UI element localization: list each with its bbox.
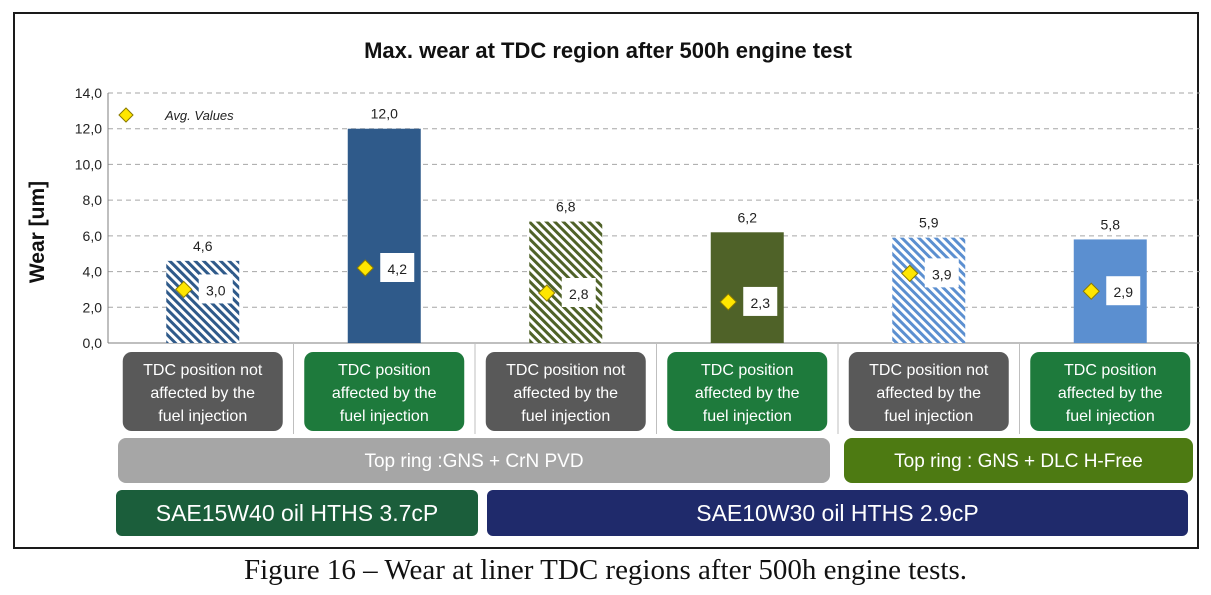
- avg-marker: [175, 280, 193, 299]
- avg-label-box: [561, 278, 596, 307]
- bar-value-label: 5,9: [919, 215, 939, 231]
- category-label-line: affected by the: [332, 385, 437, 402]
- avg-value-label: 2,8: [569, 286, 589, 302]
- y-tick-label: 0,0: [83, 335, 103, 351]
- ring-group-label: Top ring :GNS + CrN PVD: [364, 451, 583, 472]
- bar-value-label: 5,8: [1101, 216, 1121, 232]
- bar: [892, 237, 966, 343]
- category-label-line: fuel injection: [1066, 408, 1155, 425]
- avg-label-box: [924, 258, 959, 288]
- y-axis-label: Wear [um]: [26, 181, 49, 283]
- avg-value-label: 3,0: [206, 282, 226, 298]
- bar-value-label: 12,0: [371, 106, 398, 122]
- category-box: [1030, 352, 1191, 431]
- category-box: [667, 352, 828, 431]
- bar-value-label: 6,8: [556, 199, 576, 215]
- ring-group-box: [844, 438, 1193, 483]
- avg-label-box: [743, 286, 778, 316]
- chart-title: Max. wear at TDC region after 500h engin…: [364, 38, 852, 63]
- avg-marker: [1082, 282, 1100, 300]
- category-box: [122, 352, 283, 431]
- category-label-line: fuel injection: [703, 408, 792, 425]
- avg-value-label: 4,2: [388, 261, 408, 277]
- y-tick-label: 4,0: [83, 264, 103, 280]
- y-tick-label: 14,0: [75, 85, 102, 101]
- category-label-line: affected by the: [695, 385, 800, 402]
- bar: [347, 128, 421, 343]
- y-tick-label: 6,0: [83, 228, 103, 244]
- bar-value-label: 4,6: [193, 238, 213, 254]
- oil-group-label: SAE15W40 oil HTHS 3.7cP: [156, 500, 439, 526]
- category-label-line: fuel injection: [158, 408, 247, 425]
- legend-label: Avg. Values: [164, 108, 234, 123]
- ring-group-box: [118, 438, 830, 483]
- category-label-line: TDC position not: [143, 362, 263, 379]
- legend-marker: [118, 107, 134, 123]
- y-tick-label: 12,0: [75, 121, 102, 137]
- avg-marker: [356, 259, 374, 277]
- oil-group-label: SAE10W30 oil HTHS 2.9cP: [696, 500, 979, 526]
- avg-value-label: 2,3: [751, 295, 771, 311]
- avg-marker: [538, 284, 556, 302]
- category-label-line: TDC position not: [869, 362, 989, 379]
- category-box: [304, 352, 465, 431]
- oil-group-box: [487, 490, 1188, 536]
- category-label-line: TDC position not: [506, 362, 626, 379]
- avg-value-label: 2,9: [1114, 284, 1134, 300]
- category-label-line: affected by the: [513, 385, 618, 402]
- category-box: [848, 352, 1009, 431]
- category-label-line: fuel injection: [340, 408, 429, 425]
- category-box: [485, 352, 646, 431]
- category-label-line: TDC position: [701, 362, 793, 379]
- avg-label-box: [380, 253, 415, 282]
- category-label-line: TDC position: [338, 362, 430, 379]
- avg-value-label: 3,9: [932, 266, 952, 282]
- category-label-line: affected by the: [150, 385, 255, 402]
- category-label-line: fuel injection: [884, 408, 973, 425]
- bar-value-label: 6,2: [738, 209, 758, 225]
- avg-marker: [901, 264, 919, 283]
- y-tick-label: 2,0: [83, 299, 103, 315]
- figure-caption: Figure 16 – Wear at liner TDC regions af…: [243, 554, 968, 586]
- ring-group-label: Top ring : GNS + DLC H-Free: [894, 451, 1143, 472]
- category-label-line: affected by the: [1058, 385, 1163, 402]
- category-label-line: fuel injection: [521, 408, 610, 425]
- category-label-line: affected by the: [876, 385, 981, 402]
- avg-marker: [719, 293, 737, 311]
- category-label-line: TDC position: [1064, 362, 1156, 379]
- oil-group-box: [116, 490, 478, 536]
- avg-label-box: [1106, 276, 1141, 306]
- y-tick-label: 10,0: [75, 156, 102, 172]
- avg-label-box: [198, 274, 233, 304]
- y-tick-label: 8,0: [83, 192, 103, 208]
